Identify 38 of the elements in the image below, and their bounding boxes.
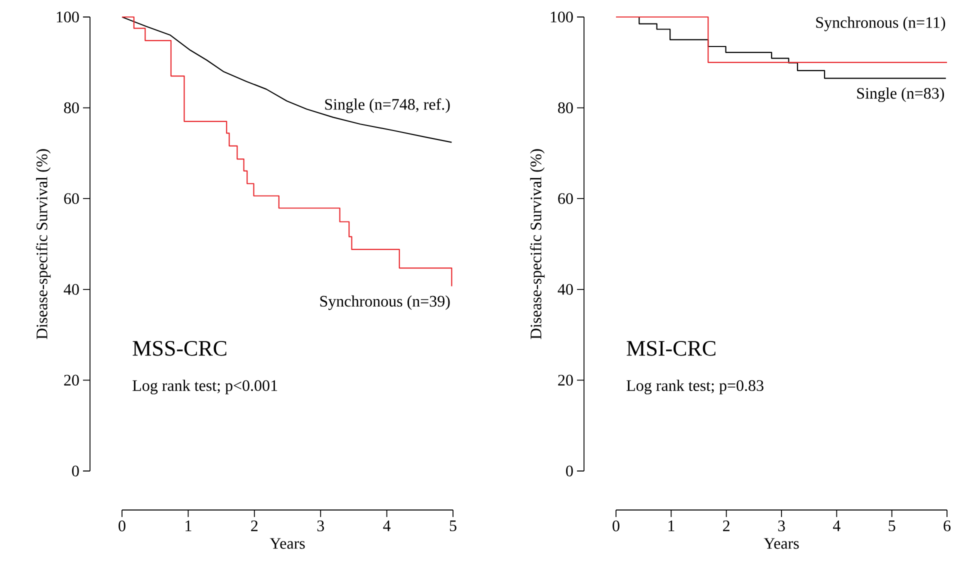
x-axis-title: Years [270, 538, 305, 549]
y-axis-title: Disease-specific Survival (%) [36, 149, 51, 340]
y-tick-label: 80 [558, 102, 573, 114]
annotation: Log rank test; p=0.83 [626, 380, 764, 394]
x-tick-label: 2 [723, 520, 730, 532]
x-tick-label: 0 [118, 520, 126, 532]
y-tick-label: 20 [64, 374, 79, 386]
annotation: MSS-CRC [132, 341, 226, 356]
x-tick-label: 5 [450, 520, 456, 532]
y-tick-label: 60 [558, 193, 573, 204]
x-tick-label: 6 [944, 520, 951, 532]
y-tick-label: 80 [64, 102, 79, 114]
x-tick-label: 1 [668, 520, 674, 532]
y-tick-label: 0 [566, 466, 573, 476]
line-series [121, 16, 452, 143]
series-label: Single (n=748, ref.) [325, 98, 450, 114]
series-label: Single (n=83) [857, 87, 944, 102]
y-axis-title: Disease-specific Survival (%) [530, 149, 545, 340]
y-tick-label: 0 [72, 466, 79, 476]
y-tick-label: 100 [550, 12, 573, 22]
x-tick-label: 3 [778, 520, 785, 532]
annotation: Log rank test; p<0.001 [132, 380, 278, 394]
x-axis-title: Years [764, 538, 799, 549]
y-tick-label: 60 [64, 193, 79, 204]
annotation: MSI-CRC [626, 341, 716, 356]
y-tick-label: 40 [64, 284, 79, 295]
series-label: Synchronous (n=11) [816, 16, 946, 32]
x-tick-label: 5 [888, 520, 896, 532]
x-tick-label: 1 [186, 520, 192, 532]
x-tick-label: 2 [251, 520, 258, 532]
y-tick-label: 20 [558, 374, 573, 386]
x-tick-label: 4 [383, 520, 391, 532]
series-label: Synchronous (n=39) [320, 295, 450, 310]
x-tick-label: 0 [612, 520, 620, 532]
y-tick-label: 40 [558, 284, 573, 295]
y-tick-label: 100 [56, 12, 79, 22]
x-tick-label: 3 [317, 520, 324, 532]
x-tick-label: 4 [832, 520, 840, 532]
